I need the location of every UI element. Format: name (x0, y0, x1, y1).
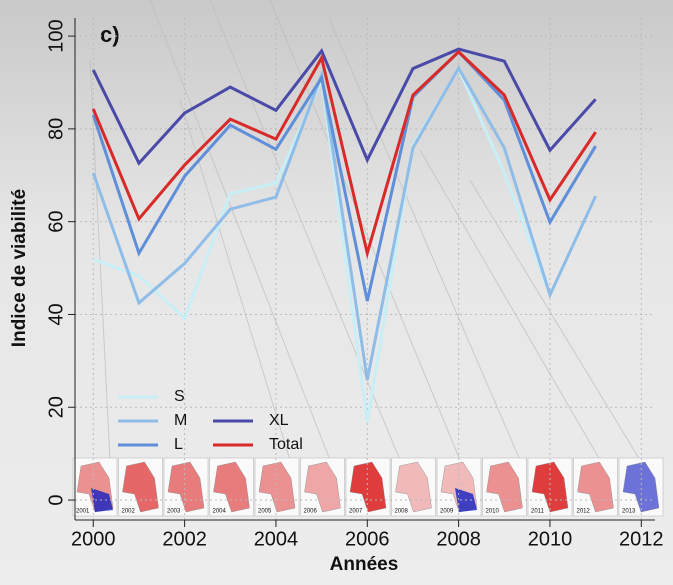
y-tick-label: 20 (45, 396, 67, 418)
page: {"chart_data": { "type": "line", "panel_… (0, 0, 673, 585)
inset-label: 2004 (213, 509, 227, 515)
legend-label: L (174, 436, 183, 453)
y-axis-label: Indice de viabilité (9, 189, 30, 347)
inset-label: 2003 (167, 509, 181, 515)
inset-label: 2010 (486, 509, 500, 515)
x-tick-label: 2004 (254, 528, 299, 550)
y-tick-label: 40 (45, 303, 67, 325)
legend-label: S (174, 388, 185, 405)
map-insets: 2001 2002 2003 2004 2005 2006 2007 2008 2009 2010… (73, 458, 663, 516)
x-tick-label: 2000 (71, 528, 116, 550)
legend-label: XL (269, 412, 289, 429)
y-tick-label: 80 (45, 118, 67, 140)
x-tick-label: 2008 (436, 528, 481, 550)
x-tick-label: 2012 (619, 528, 664, 550)
inset-label: 2013 (622, 509, 636, 515)
legend-label: M (174, 412, 187, 429)
inset-label: 2002 (122, 509, 136, 515)
x-tick-label: 2010 (528, 528, 573, 550)
y-tick-label: 100 (45, 19, 67, 52)
inset-label: 2001 (76, 509, 90, 515)
inset-label: 2012 (577, 509, 591, 515)
inset-label: 2008 (395, 509, 409, 515)
x-tick-label: 2006 (345, 528, 390, 550)
panel-label: c) (100, 22, 120, 47)
y-tick-label: 60 (45, 211, 67, 233)
inset-label: 2006 (304, 509, 318, 515)
inset-label: 2007 (349, 509, 363, 515)
chart: c) Années Indice de viabilité 2001200220… (0, 0, 673, 585)
x-tick-label: 2002 (162, 528, 207, 550)
x-axis-label: Années (330, 554, 399, 575)
y-tick-label: 0 (45, 494, 67, 505)
inset-label: 2011 (531, 509, 545, 515)
inset-label: 2009 (440, 509, 454, 515)
inset-label: 2005 (258, 509, 272, 515)
legend-label: Total (269, 436, 303, 453)
